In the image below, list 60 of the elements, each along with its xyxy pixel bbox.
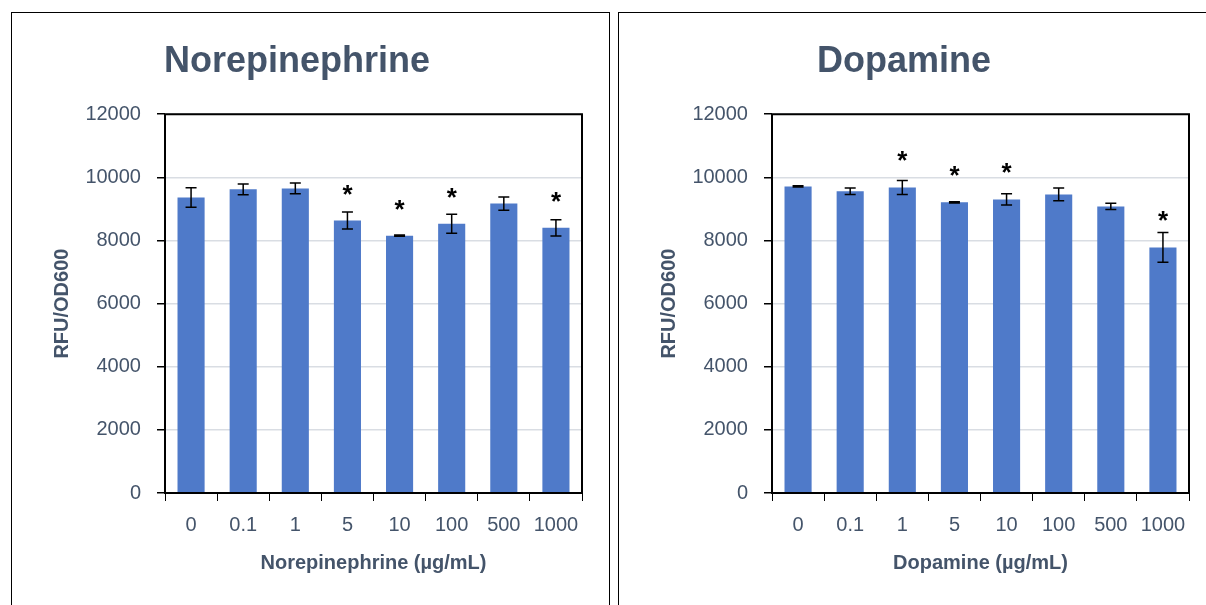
y-tick-label: 4000 <box>96 354 141 377</box>
bar <box>177 197 205 493</box>
x-tick-label: 1000 <box>533 512 579 535</box>
x-tick-label: 10 <box>388 512 411 535</box>
bar <box>542 227 570 493</box>
y-tick-label: 4000 <box>703 354 748 377</box>
x-tick-label: 500 <box>487 512 521 535</box>
x-tick-label: 100 <box>435 512 469 535</box>
y-tick-label: 0 <box>736 480 748 503</box>
y-tick-label: 10000 <box>692 164 748 187</box>
bar <box>1149 247 1177 493</box>
annotation: * <box>897 145 909 176</box>
bar <box>490 203 518 493</box>
bar <box>1045 194 1073 493</box>
y-axis-title: RFU/OD600 <box>49 248 72 359</box>
y-tick-label: 8000 <box>703 227 748 250</box>
x-axis-title: Dopamine (µg/mL) <box>893 550 1068 573</box>
bar <box>386 235 414 493</box>
x-tick-label: 1 <box>896 512 908 535</box>
y-tick-label: 12000 <box>85 101 141 124</box>
bar <box>940 202 968 493</box>
x-tick-label: 1 <box>289 512 301 535</box>
y-tick-label: 6000 <box>96 291 141 314</box>
x-tick-label: 0 <box>792 512 804 535</box>
bar <box>836 191 864 493</box>
annotation: * <box>342 178 354 209</box>
bar <box>993 199 1021 493</box>
annotation: * <box>1157 205 1169 236</box>
x-axis-title: Norepinephrine (µg/mL) <box>260 550 487 573</box>
x-tick-label: 5 <box>948 512 960 535</box>
x-tick-label: 5 <box>341 512 353 535</box>
y-axis-title: RFU/OD600 <box>656 248 679 359</box>
x-tick-label: 1000 <box>1140 512 1186 535</box>
chart-title: Dopamine <box>816 38 992 80</box>
y-tick-label: 12000 <box>692 101 748 124</box>
bar <box>281 188 309 493</box>
x-tick-label: 0 <box>185 512 197 535</box>
bar <box>784 186 812 493</box>
bar <box>333 220 361 493</box>
x-tick-label: 100 <box>1042 512 1076 535</box>
annotation: * <box>550 185 562 216</box>
bar <box>888 187 916 493</box>
y-tick-label: 10000 <box>85 164 141 187</box>
x-tick-label: 0.1 <box>229 512 258 535</box>
annotation: * <box>949 160 961 191</box>
y-tick-label: 2000 <box>96 417 141 440</box>
y-tick-label: 2000 <box>703 417 748 440</box>
x-tick-label: 10 <box>995 512 1018 535</box>
bar <box>1097 206 1125 493</box>
x-tick-label: 0.1 <box>836 512 865 535</box>
y-tick-label: 8000 <box>96 227 141 250</box>
x-tick-label: 500 <box>1094 512 1128 535</box>
bar <box>229 189 257 493</box>
y-tick-label: 6000 <box>703 291 748 314</box>
annotation: * <box>1001 157 1013 188</box>
bar <box>438 223 466 493</box>
chart-title: Norepinephrine <box>163 38 431 80</box>
annotation: * <box>394 193 406 224</box>
y-tick-label: 0 <box>129 480 141 503</box>
annotation: * <box>446 181 458 212</box>
